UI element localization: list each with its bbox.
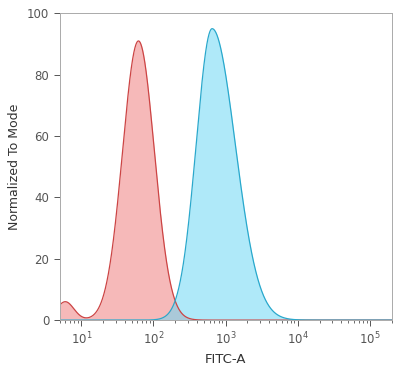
Y-axis label: Normalized To Mode: Normalized To Mode [8,104,21,230]
X-axis label: FITC-A: FITC-A [205,353,246,366]
